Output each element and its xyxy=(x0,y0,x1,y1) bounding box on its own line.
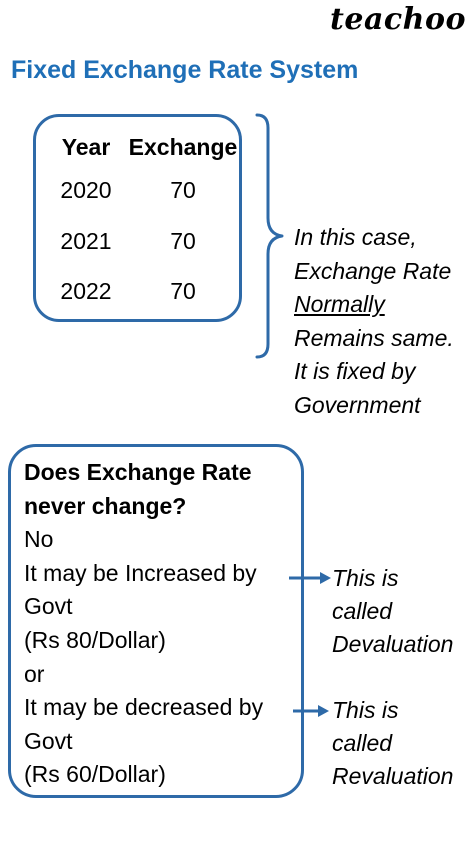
note-line: Exchange Rate xyxy=(294,257,452,284)
note-line: In this case, xyxy=(294,224,417,250)
decrease-line: It may be decreased by xyxy=(24,694,264,721)
table-cell-rate: 70 xyxy=(170,228,196,254)
revaluation-note: This is called Revaluation xyxy=(332,694,453,793)
increase-example: (Rs 80/Dollar) xyxy=(24,626,166,653)
table-header-exchange: Exchange xyxy=(128,134,238,160)
note-line: This is xyxy=(332,565,399,591)
note-line: called xyxy=(332,730,393,756)
note-line: This is xyxy=(332,697,399,723)
note-line: Devaluation xyxy=(332,631,454,657)
teachoo-logo: teachoo xyxy=(330,2,466,37)
table-cell-year: 2020 xyxy=(60,177,112,203)
table-cell-year: 2021 xyxy=(60,228,112,254)
note-line: It is fixed by xyxy=(294,358,416,385)
question-text: Does Exchange Rate never change? No It m… xyxy=(24,456,263,792)
arrow-right-icon xyxy=(293,705,329,717)
table-cell-year: 2022 xyxy=(60,278,112,304)
decrease-example: (Rs 60/Dollar) xyxy=(24,761,166,788)
increase-line-2: Govt xyxy=(24,593,73,620)
decrease-line-2: Govt xyxy=(24,727,73,754)
table-header-year: Year xyxy=(61,134,111,160)
note-line: Revaluation xyxy=(332,763,454,789)
devaluation-note: This is called Devaluation xyxy=(332,562,453,661)
curly-brace-icon xyxy=(255,113,284,359)
increase-line: It may be Increased by xyxy=(24,559,257,586)
or-text: or xyxy=(24,660,45,687)
arrow-right-icon xyxy=(289,572,331,584)
note-line-underlined: Normally xyxy=(294,291,385,318)
exchange-rate-table: Year Exchange 2020 70 2021 70 2022 70 xyxy=(33,114,242,322)
note-line: Government xyxy=(294,391,421,418)
page-title: Fixed Exchange Rate System xyxy=(11,56,359,84)
note-line: Remains same. xyxy=(294,324,454,351)
question-line: Does Exchange Rate xyxy=(24,459,252,485)
answer-text: No xyxy=(24,526,54,553)
table-cell-rate: 70 xyxy=(170,177,196,203)
note-line: called xyxy=(332,598,393,624)
table-cell-rate: 70 xyxy=(170,278,196,304)
fixed-rate-note: In this case, Exchange Rate Normally Rem… xyxy=(294,221,454,423)
question-box xyxy=(8,444,304,798)
question-line: never change? xyxy=(24,492,187,519)
